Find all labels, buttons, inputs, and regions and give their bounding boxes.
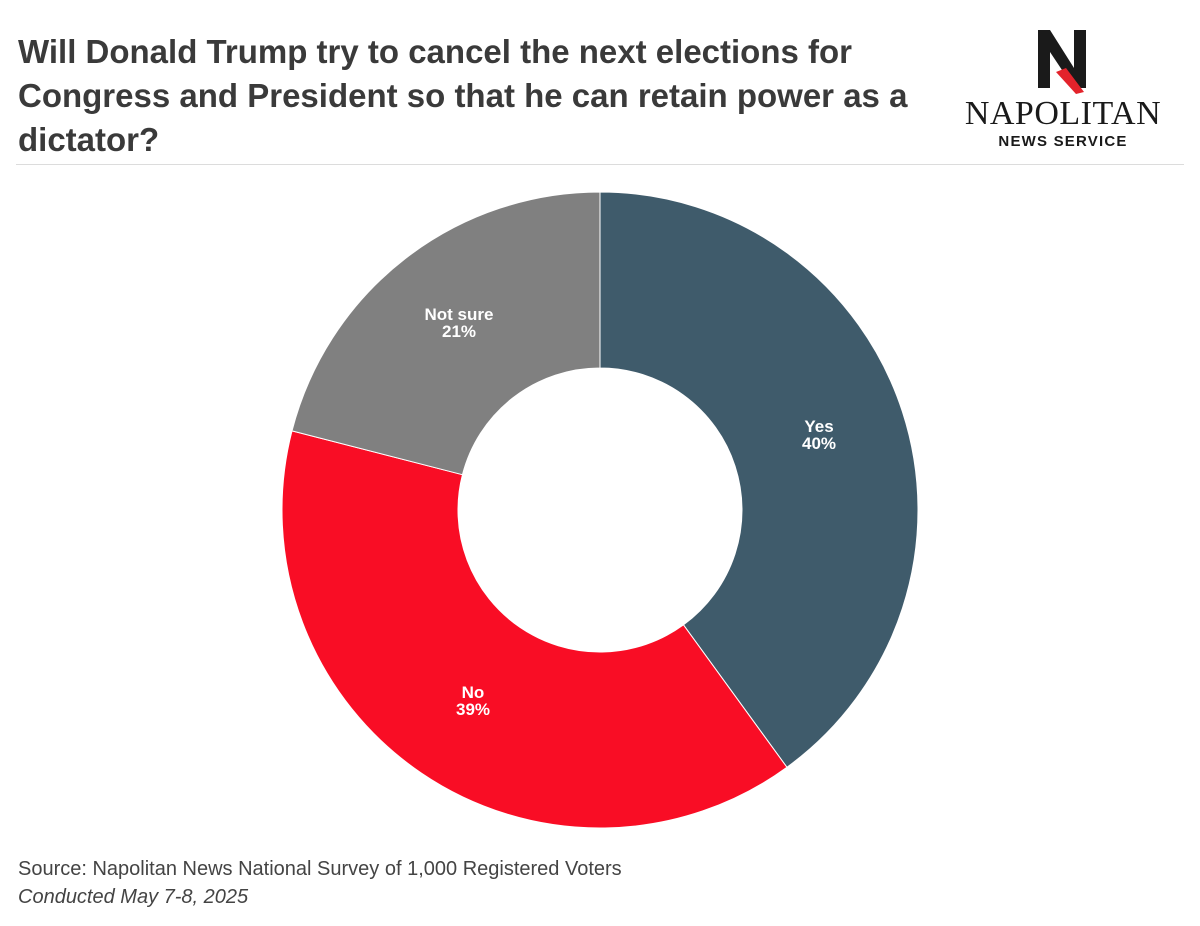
source-note: Source: Napolitan News National Survey o… (18, 858, 622, 880)
slice-label-not-sure: Not sure (425, 305, 494, 324)
slice-no (281, 430, 788, 829)
slice-label-yes: Yes (804, 417, 833, 436)
header-divider (16, 164, 1184, 165)
slice-value-no: 39% (456, 700, 490, 719)
napolitan-n-icon (1038, 30, 1086, 94)
slice-yes (599, 191, 919, 768)
slice-not-sure (291, 191, 601, 476)
logo-subtitle: NEWS SERVICE (998, 133, 1128, 150)
slice-value-not-sure: 21% (442, 322, 476, 341)
survey-date: Conducted May 7-8, 2025 (18, 886, 249, 908)
chart-title: Will Donald Trump try to cancel the next… (18, 33, 908, 158)
slice-label-no: No (462, 683, 485, 702)
logo-name: NAPOLITAN (964, 95, 1162, 132)
slices-group (281, 191, 919, 829)
napolitan-logo: NAPOLITAN NEWS SERVICE (958, 22, 1168, 154)
slice-value-yes: 40% (802, 434, 836, 453)
